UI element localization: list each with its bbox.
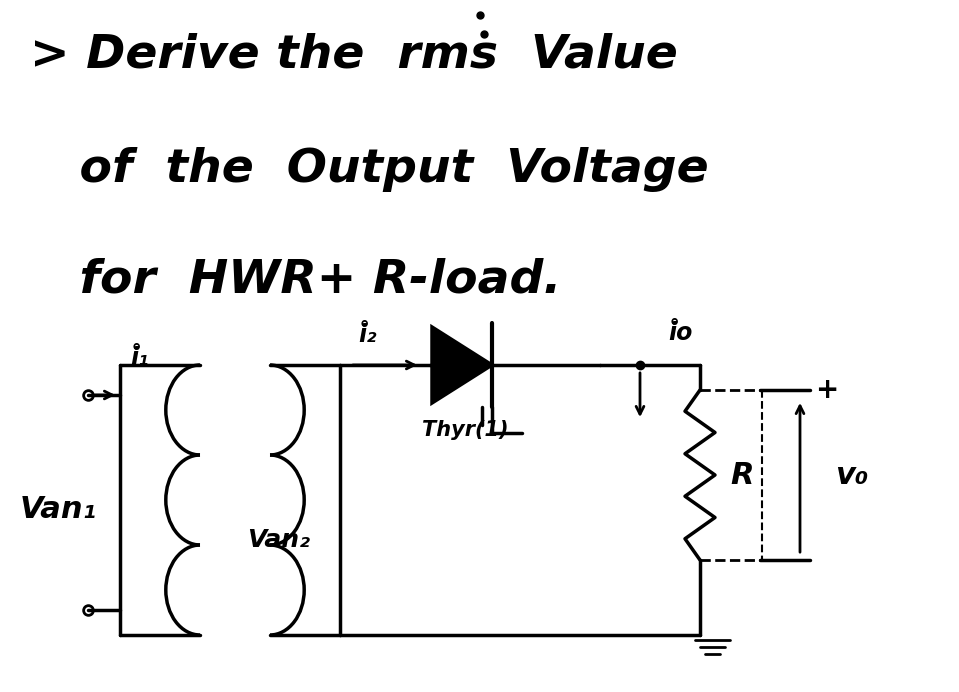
Text: of  the  Output  Voltage: of the Output Voltage [30,147,709,192]
Text: +: + [815,376,838,404]
Text: Van₁: Van₁ [19,495,97,525]
Text: v₀: v₀ [835,460,868,489]
Text: i̊₂: i̊₂ [359,323,377,347]
Text: i̊o: i̊o [667,321,692,345]
Polygon shape [432,327,492,403]
Text: Thyr(1): Thyr(1) [422,420,508,440]
Text: Van₂: Van₂ [247,528,310,552]
Text: i̊₁: i̊₁ [130,346,150,370]
Text: R: R [730,460,754,489]
Text: for  HWR+ R-load.: for HWR+ R-load. [30,257,561,302]
Text: > Derive the  rms  Value: > Derive the rms Value [30,33,678,78]
